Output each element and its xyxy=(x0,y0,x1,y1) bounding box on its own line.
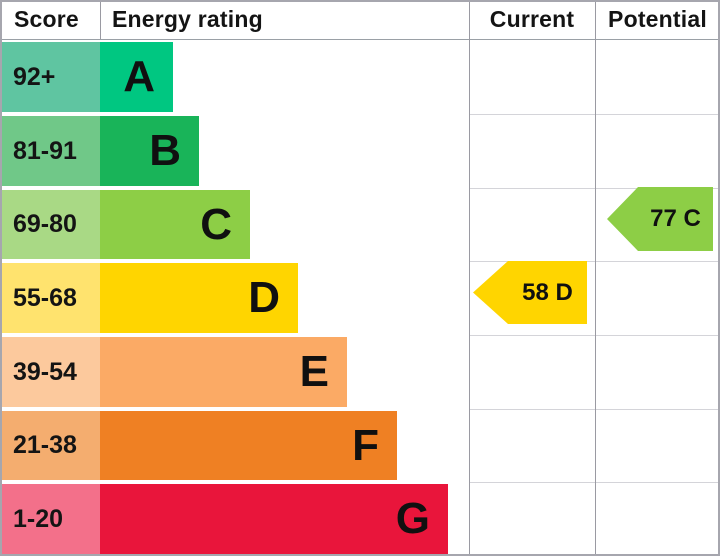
current-rating-label: 58 D xyxy=(522,278,573,306)
band-letter: A xyxy=(123,52,155,101)
band-bar-g: G xyxy=(100,484,448,554)
band-letter: B xyxy=(149,126,181,175)
header-underline xyxy=(0,38,720,40)
header-potential: Potential xyxy=(608,6,707,32)
potential-rating-arrow: 77 C xyxy=(607,187,713,251)
score-cell-e: 39-54 xyxy=(2,337,100,407)
score-range-label: 92+ xyxy=(13,62,56,91)
header-energy-rating: Energy rating xyxy=(112,6,263,32)
left-arrow-shape xyxy=(607,187,713,251)
band-letter: C xyxy=(200,199,232,249)
potential-rating-label: 77 C xyxy=(650,205,701,232)
score-column-divider xyxy=(99,0,101,39)
current-rating-arrow: 58 D xyxy=(473,261,587,324)
score-range-label: 81-91 xyxy=(13,136,77,165)
band-letter: F xyxy=(352,420,379,470)
potential-column-divider xyxy=(594,0,596,554)
score-cell-c: 69-80 xyxy=(2,190,100,259)
score-cell-d: 55-68 xyxy=(2,263,100,333)
left-arrow-shape xyxy=(473,261,587,324)
header-current: Current xyxy=(489,6,575,32)
score-range-label: 69-80 xyxy=(13,210,77,238)
score-cell-f: 21-38 xyxy=(2,411,100,480)
score-range-label: 55-68 xyxy=(13,283,77,312)
band-bar-c: C xyxy=(100,190,250,259)
current-column-divider xyxy=(468,0,470,554)
band-bar-a: A xyxy=(100,42,173,112)
band-bar-e: E xyxy=(100,337,347,407)
score-cell-a: 92+ xyxy=(2,42,100,112)
score-range-label: 21-38 xyxy=(13,431,77,459)
band-bar-f: F xyxy=(100,411,397,480)
score-range-label: 39-54 xyxy=(13,357,77,386)
band-letter: G xyxy=(395,494,430,543)
band-bar-d: D xyxy=(100,263,298,333)
band-letter: E xyxy=(299,347,329,396)
band-letter: D xyxy=(248,273,280,322)
band-bar-b: B xyxy=(100,116,199,186)
score-cell-g: 1-20 xyxy=(2,484,100,554)
score-range-label: 1-20 xyxy=(13,504,64,533)
score-cell-b: 81-91 xyxy=(2,116,100,186)
header-score: Score xyxy=(14,6,79,32)
